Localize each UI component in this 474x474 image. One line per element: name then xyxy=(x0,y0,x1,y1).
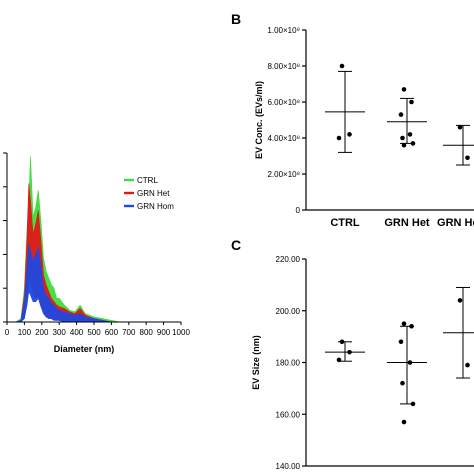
b-y-tick-label: 2.00×10⁸ xyxy=(267,170,300,179)
c-data-point xyxy=(336,357,342,363)
b-data-point xyxy=(401,87,407,92)
panel-a-x-axis-title: Diameter (nm) xyxy=(54,344,115,354)
panel-a-series-grn-hom xyxy=(7,244,181,323)
b-data-point xyxy=(407,132,413,137)
panel-a-x-ticks: 0 100 200 300 400 500 600 700 800 900 1000 xyxy=(5,322,190,337)
panel-b-letter: B xyxy=(231,11,241,27)
c-data-point xyxy=(410,401,416,407)
panel-a-legend-label: GRN Hom xyxy=(137,202,174,211)
b-y-tick-label: 8.00×10⁸ xyxy=(267,62,300,71)
c-group-grn-hom xyxy=(443,286,474,379)
c-y-tick-label: 140.00 xyxy=(276,462,301,471)
panel-a-x-tick-label: 600 xyxy=(105,328,119,337)
c-data-point xyxy=(401,419,407,425)
c-data-point xyxy=(409,323,414,329)
panel-c-ev-size: C EV Size (nm) 140.00 160.00 180.00 200.00 2… xyxy=(231,237,474,474)
b-data-point xyxy=(336,135,342,141)
b-group-ctrl xyxy=(325,63,365,153)
panel-a-x-tick-label: 900 xyxy=(157,328,171,337)
panel-a-x-tick-label: 800 xyxy=(140,328,154,337)
b-data-point xyxy=(457,124,463,130)
panel-a-legend-label: GRN Het xyxy=(137,189,170,198)
panel-a-x-tick-label: 300 xyxy=(53,328,67,337)
c-data-point xyxy=(465,362,470,368)
b-data-point xyxy=(409,99,414,105)
b-category-label: CTRL xyxy=(330,217,360,229)
panel-b-ev-concentration: B EV Conc. (EVs/ml) 0 2.00×10⁸ 4.00×10⁸ 6.0… xyxy=(231,11,474,229)
c-data-point xyxy=(401,321,407,326)
c-data-point xyxy=(398,339,404,345)
c-y-tick-label: 180.00 xyxy=(276,359,301,368)
panel-b-category-labels: CTRL GRN Het GRN Hom xyxy=(330,217,474,229)
c-group-grn-het xyxy=(387,321,427,425)
b-category-label: GRN Het xyxy=(384,217,430,229)
b-data-point xyxy=(347,132,352,137)
c-group-ctrl xyxy=(325,339,365,363)
c-y-tick-label: 160.00 xyxy=(276,410,301,419)
panel-a-x-tick-label: 400 xyxy=(70,328,84,337)
panel-c-y-axis-title: EV Size (nm) xyxy=(251,335,261,390)
panel-a-x-tick-label: 500 xyxy=(87,328,101,337)
b-y-tick-label: 1.00×10⁹ xyxy=(267,26,300,35)
panel-a-x-tick-label: 1000 xyxy=(172,328,190,337)
c-data-point xyxy=(347,349,352,355)
c-y-tick-label: 220.00 xyxy=(276,255,301,264)
b-group-grn-hom xyxy=(443,124,474,166)
panel-a-x-tick-label: 700 xyxy=(122,328,136,337)
b-data-point xyxy=(410,141,416,146)
b-group-grn-het xyxy=(387,87,427,148)
panel-a-x-tick-label: 200 xyxy=(35,328,49,337)
panel-a-legend-label: CTRL xyxy=(137,176,158,185)
b-y-tick-label: 6.00×10⁸ xyxy=(267,98,300,107)
panel-b-groups xyxy=(325,63,474,166)
b-category-label: GRN Hom xyxy=(437,217,474,229)
b-y-tick-label: 0 xyxy=(296,206,301,215)
c-data-point xyxy=(407,360,413,365)
panel-b-y-ticks: 0 2.00×10⁸ 4.00×10⁸ 6.00×10⁸ 8.00×10⁸ 1.00×10… xyxy=(267,26,306,215)
panel-a-x-tick-label: 100 xyxy=(18,328,32,337)
panel-a-x-tick-label: 0 xyxy=(5,328,10,337)
b-data-point xyxy=(401,142,407,148)
panel-a-legend: CTRL GRN Het GRN Hom xyxy=(124,176,174,211)
c-data-point xyxy=(339,339,345,345)
panel-a-size-distribution: 0 100 200 300 400 500 600 700 800 900 1000 Diamete… xyxy=(3,152,190,354)
panel-a-y-ticks xyxy=(3,152,7,323)
panel-c-letter: C xyxy=(231,237,241,253)
panel-a-series-layer xyxy=(7,156,181,323)
b-data-point xyxy=(398,112,404,117)
c-data-point xyxy=(400,380,405,386)
b-data-point xyxy=(400,135,405,141)
b-y-tick-label: 4.00×10⁸ xyxy=(267,134,300,143)
b-data-point xyxy=(339,63,345,69)
b-data-point xyxy=(465,155,470,161)
panel-c-y-ticks: 140.00 160.00 180.00 200.00 220.00 xyxy=(276,255,306,471)
panel-b-y-axis-title: EV Conc. (EVs/ml) xyxy=(254,81,264,159)
c-y-tick-label: 200.00 xyxy=(276,307,301,316)
c-data-point xyxy=(457,298,463,303)
panel-c-groups xyxy=(325,286,474,425)
